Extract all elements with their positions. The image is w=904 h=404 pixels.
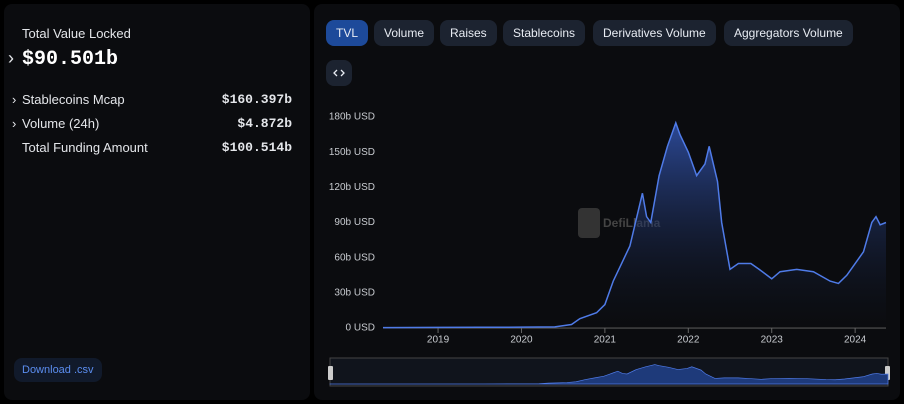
embed-icon — [333, 69, 345, 77]
x-tick-label: 2019 — [427, 335, 450, 346]
area — [383, 122, 886, 328]
sidebar: Total Value Locked › $90.501b › Stableco… — [4, 4, 310, 400]
tab[interactable]: Stablecoins — [503, 20, 586, 46]
x-tick-label: 2020 — [510, 335, 533, 346]
y-tick-label: 60b USD — [334, 252, 375, 263]
y-tick-label: 30b USD — [334, 287, 375, 298]
tab[interactable]: Aggregators Volume — [724, 20, 853, 46]
tab[interactable]: Raises — [440, 20, 497, 46]
mini-area — [329, 364, 889, 385]
chevron: › — [8, 48, 14, 68]
tab[interactable]: Volume — [374, 20, 435, 46]
chevron: › — [12, 116, 17, 131]
tvl-value: $90.501b — [22, 48, 119, 71]
row-label: Total Funding Amount — [22, 140, 148, 155]
y-tick-label: 120b USD — [329, 182, 375, 193]
tab[interactable]: Derivatives Volume — [593, 20, 716, 46]
row-label[interactable]: Stablecoins Mcap — [22, 92, 125, 107]
embed-button[interactable] — [326, 60, 352, 86]
row-value: $100.514b — [221, 140, 292, 155]
download-button[interactable]: Download .csv — [14, 358, 102, 382]
x-tick-label: 2024 — [844, 335, 867, 346]
y-tick-label: 180b USD — [329, 112, 375, 123]
x-tick-label: 2021 — [594, 335, 617, 346]
y-tick-label: 0 USD — [346, 323, 375, 334]
y-tick-label: 150b USD — [329, 147, 375, 158]
line — [382, 120, 887, 329]
y-tick-label: 90b USD — [334, 217, 375, 228]
chevron: › — [12, 92, 17, 107]
slider-handle[interactable] — [328, 366, 333, 380]
watermark-logo — [578, 208, 600, 238]
tab[interactable]: TVL — [326, 20, 369, 46]
row-value: $160.397b — [221, 92, 292, 107]
tvl-title: Total Value Locked — [22, 26, 131, 41]
x-tick-label: 2022 — [677, 335, 700, 346]
row-label[interactable]: Volume (24h) — [22, 116, 100, 131]
x-tick-label: 2023 — [761, 335, 784, 346]
main-panel: TVL Volume Raises Stablecoins Derivative… — [314, 4, 900, 400]
row-value: $4.872b — [237, 116, 292, 131]
